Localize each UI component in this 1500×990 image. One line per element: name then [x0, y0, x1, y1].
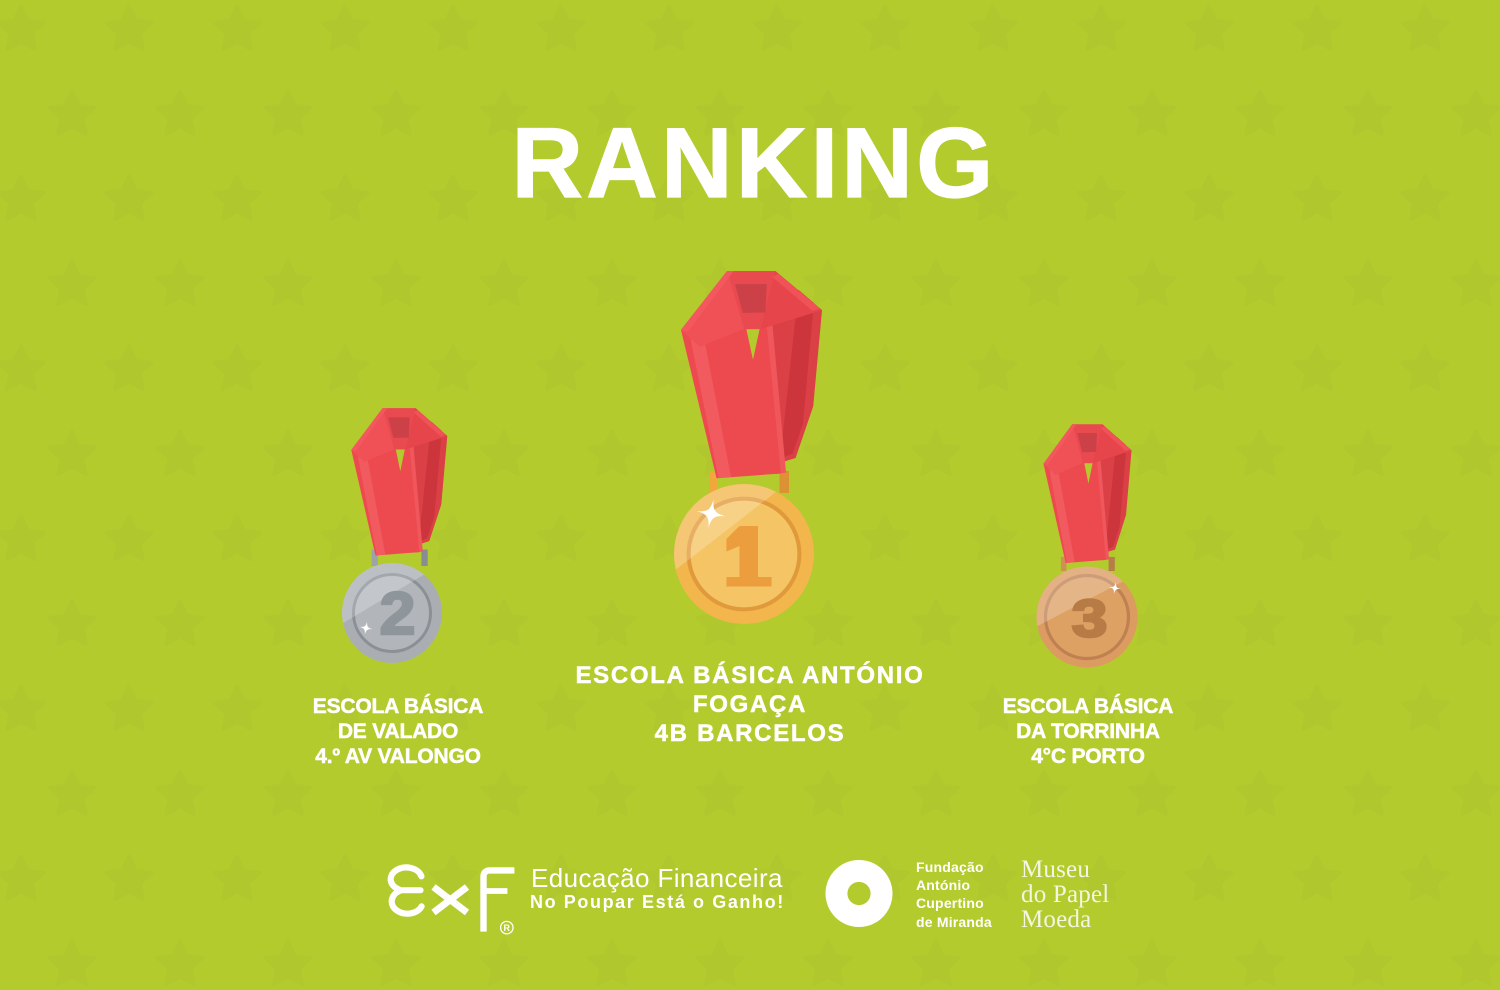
svg-text:2: 2 [379, 580, 415, 647]
svg-text:R: R [504, 923, 511, 933]
svg-text:3: 3 [1072, 590, 1108, 648]
